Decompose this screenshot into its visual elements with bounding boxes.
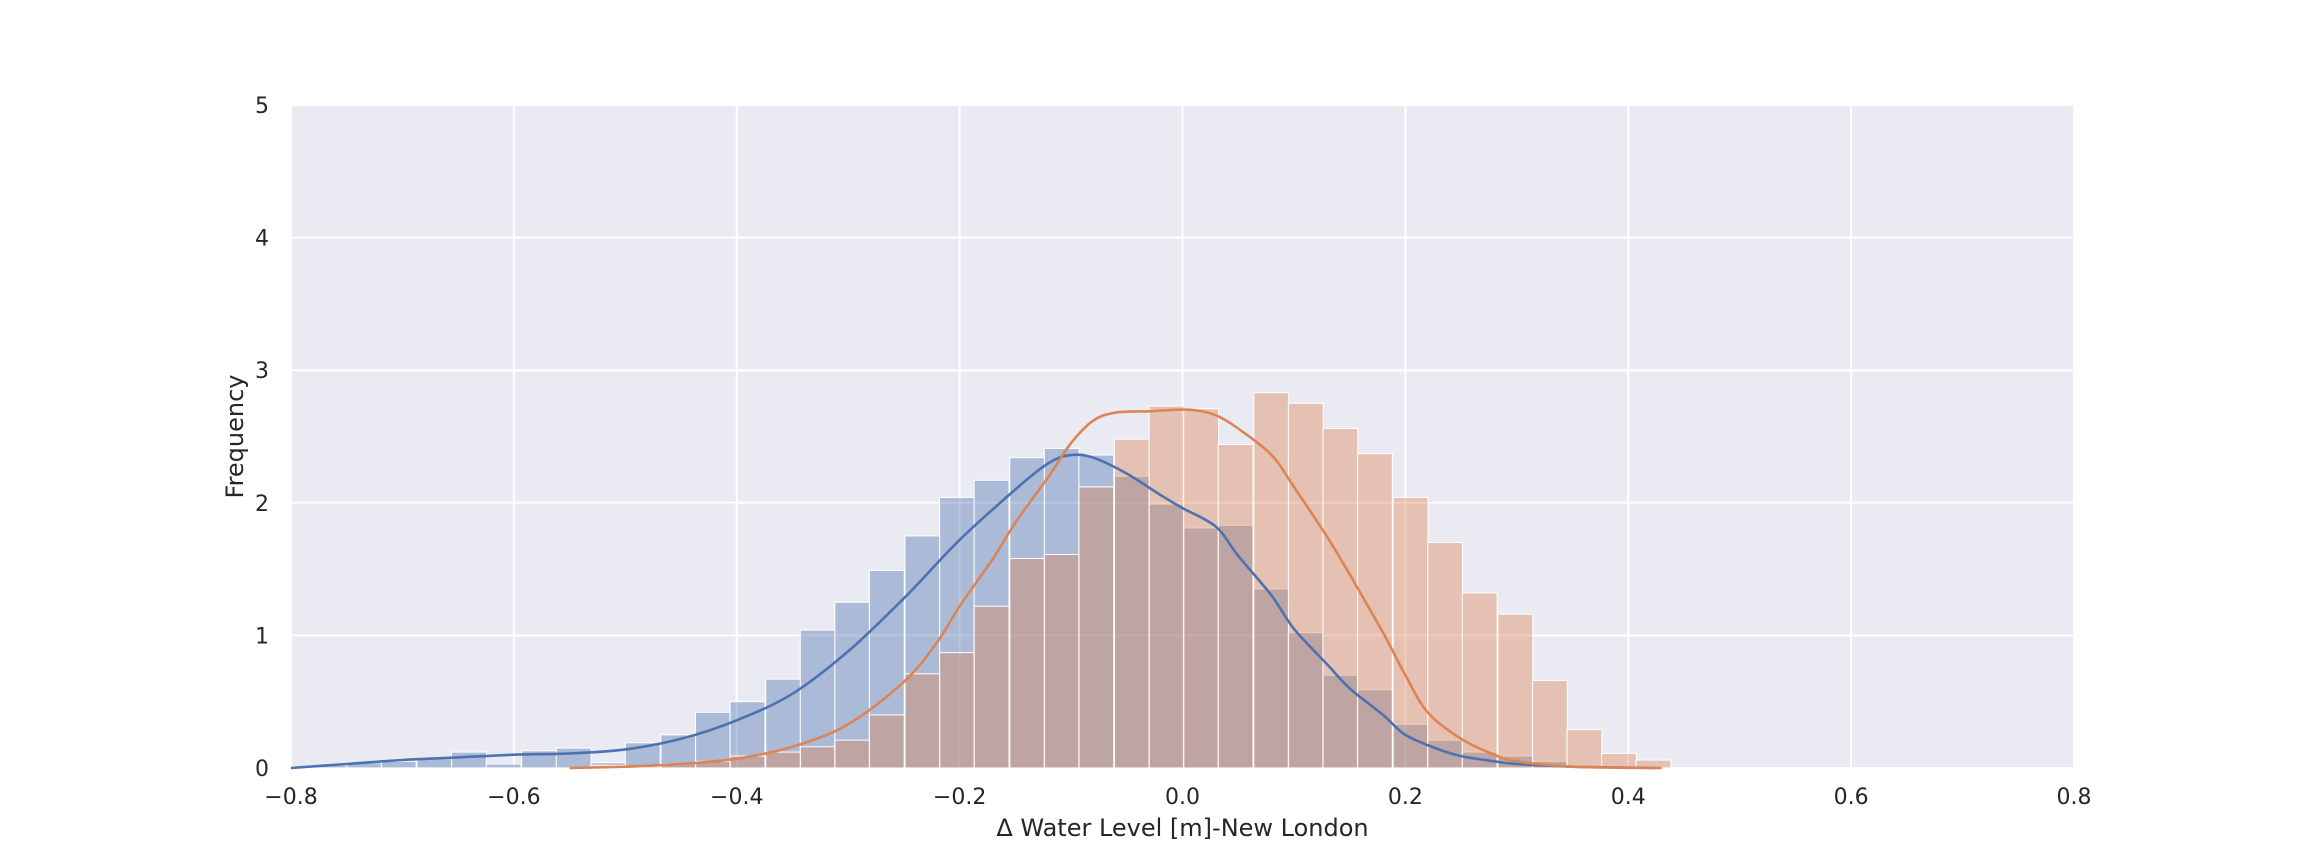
histogram-bar [1148, 503, 1185, 769]
histogram-bar [1043, 554, 1080, 769]
histogram-bar [1322, 428, 1359, 769]
x-tick-label: −0.2 [933, 785, 986, 810]
histogram-bar [1043, 447, 1080, 769]
histogram-bar [1427, 542, 1464, 769]
y-tick-label: 3 [255, 359, 269, 384]
kde-line-series-1 [290, 453, 1657, 770]
histogram-bar [799, 746, 836, 769]
histogram-bar [1217, 443, 1254, 769]
histogram-bar [1078, 486, 1115, 769]
x-tick-label: −0.8 [264, 785, 317, 810]
histogram-bar [765, 678, 802, 769]
histogram-bar [973, 605, 1010, 769]
histogram-bar [555, 747, 592, 769]
histogram-bars [311, 392, 1672, 769]
histogram-bar [904, 535, 941, 769]
histogram-bar [1392, 496, 1429, 769]
histogram-series-2 [590, 392, 1672, 769]
histogram-bar [695, 711, 731, 769]
histogram-bar [868, 714, 905, 769]
histogram-bar [1009, 457, 1046, 769]
histogram-bar [450, 751, 487, 769]
histogram-bar [1148, 405, 1185, 769]
histogram-bar [380, 760, 417, 769]
density-curves [290, 408, 1662, 770]
x-tick-label: 0.0 [1165, 785, 1200, 810]
histogram-bar [1114, 475, 1150, 769]
histogram-bar [1461, 592, 1498, 769]
histogram-bar [904, 673, 941, 769]
histogram-bar [799, 629, 836, 769]
y-tick-label: 2 [255, 492, 269, 517]
histogram-bar [1287, 402, 1324, 769]
x-axis-label: Δ Water Level [m]-New London [996, 814, 1368, 842]
histogram-bar [1531, 679, 1568, 769]
y-axis-ticks: 0 1 2 3 4 5 [255, 94, 269, 782]
histogram-bar [834, 739, 871, 769]
y-tick-label: 1 [255, 624, 269, 649]
kde-line-series-2 [569, 408, 1662, 770]
histogram-bar [939, 652, 975, 769]
histogram-bar [1183, 408, 1219, 769]
y-tick-label: 0 [255, 757, 269, 782]
x-tick-label: −0.6 [487, 785, 540, 810]
y-axis-label: Frequency [221, 375, 249, 499]
x-tick-label: 0.8 [2057, 785, 2092, 810]
histogram-bar [1009, 557, 1046, 769]
histogram-bar [1356, 453, 1393, 769]
x-tick-label: 0.2 [1388, 785, 1423, 810]
x-tick-label: 0.6 [1834, 785, 1869, 810]
y-tick-label: 4 [255, 227, 269, 252]
histogram-bar [1078, 454, 1115, 769]
histogram-bar [1114, 438, 1150, 769]
x-axis-ticks: −0.8 −0.6 −0.4 −0.2 0.0 0.2 0.4 0.6 0.8 [264, 785, 2091, 810]
x-tick-label: −0.4 [710, 785, 763, 810]
histogram-bar [485, 763, 522, 769]
histogram-bar [1601, 752, 1637, 769]
histogram-bar [1497, 613, 1534, 769]
histogram-bar [1566, 729, 1603, 769]
histogram-bar [765, 751, 802, 769]
y-tick-label: 5 [255, 94, 269, 119]
x-tick-label: 0.4 [1611, 785, 1646, 810]
